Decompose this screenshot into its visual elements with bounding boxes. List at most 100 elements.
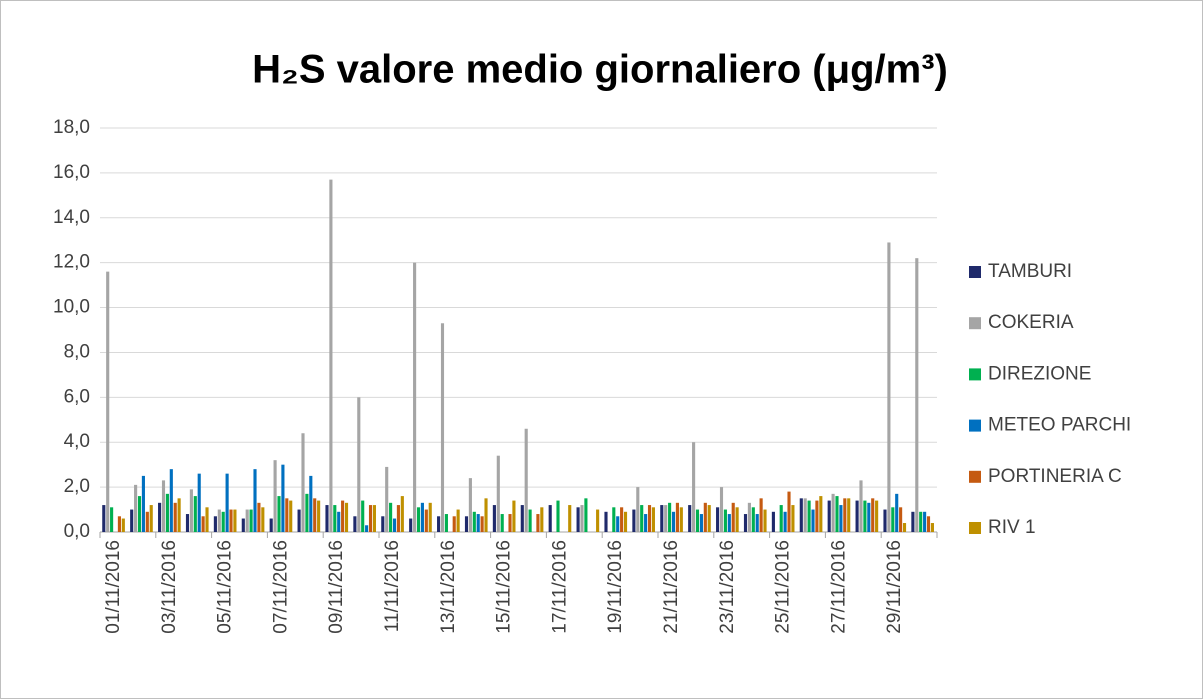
x-tick-label: 07/11/2016 [270,540,291,634]
bar [727,514,731,532]
bar [141,475,145,532]
bar [269,518,273,532]
bar [651,507,655,532]
bar [416,507,421,532]
legend-label: TAMBURI [988,261,1072,282]
bar [325,505,329,532]
bar [751,507,755,532]
x-tick-label: 13/11/2016 [438,540,459,634]
bar [584,498,588,532]
bar [225,473,229,532]
bar [915,258,919,532]
bar [500,514,504,532]
bar [632,509,636,532]
bar [779,505,783,532]
bar [413,262,417,532]
bar [193,496,197,532]
bar [668,502,672,532]
bar [815,500,819,532]
bar [679,507,683,532]
bar [787,491,791,532]
y-tick-label: 6,0 [64,386,90,407]
bar [911,511,915,532]
bar [891,507,895,532]
bar [930,523,934,532]
bar [337,511,341,532]
bar [464,516,469,532]
bar [440,323,445,532]
bar [803,498,807,532]
bar [381,516,385,532]
x-tick-label: 27/11/2016 [828,540,849,634]
legend-label: RIV 1 [988,517,1036,538]
bar [372,505,376,532]
bar [476,514,480,532]
bar [217,509,221,532]
bar [130,509,134,532]
bar [361,500,365,532]
bar [289,500,293,532]
bar [185,514,190,532]
bar [134,484,138,532]
bar [548,505,552,532]
bar [827,500,831,532]
bar [855,500,859,532]
bar [616,516,620,532]
bar [867,502,871,532]
bar [189,489,193,532]
x-tick-label: 09/11/2016 [326,540,347,634]
bar [149,505,153,532]
bar [492,505,496,532]
bar [456,509,460,532]
bar [165,493,169,532]
bar [309,475,313,532]
bar [512,500,516,532]
bar [213,516,217,532]
legend-label: DIREZIONE [988,363,1091,384]
bar [839,505,843,532]
bar [759,498,763,532]
bar [484,498,488,532]
x-tick-label: 23/11/2016 [717,540,738,634]
bar [580,505,584,532]
bar [508,514,512,532]
y-tick-label: 0,0 [64,521,90,542]
bar [660,505,664,532]
y-tick-label: 8,0 [64,341,90,362]
bar [719,487,724,532]
bar [301,433,305,532]
bar [437,516,441,532]
bar [819,496,823,532]
bar [420,502,424,532]
bar [241,518,245,532]
bar [671,511,676,532]
bar [556,500,560,532]
bar [281,464,285,532]
bar [333,505,337,532]
bar [452,516,456,532]
bar [716,507,720,532]
bar [102,505,106,532]
bar [392,518,397,532]
legend-swatch [969,470,981,483]
bar [365,525,369,532]
bar [596,509,600,532]
bar [731,502,735,532]
bar [357,397,361,532]
bar [137,496,142,532]
bar [305,493,309,532]
bar [703,502,707,532]
bar [859,480,863,532]
bar [923,511,927,532]
bar [871,498,875,532]
bar [257,502,261,532]
x-tick-label: 21/11/2016 [661,540,682,634]
bar [245,509,249,532]
bar [576,507,580,532]
bar [317,500,321,532]
bar [723,509,727,532]
bar [699,514,703,532]
bar [389,502,393,532]
bar [644,514,648,532]
